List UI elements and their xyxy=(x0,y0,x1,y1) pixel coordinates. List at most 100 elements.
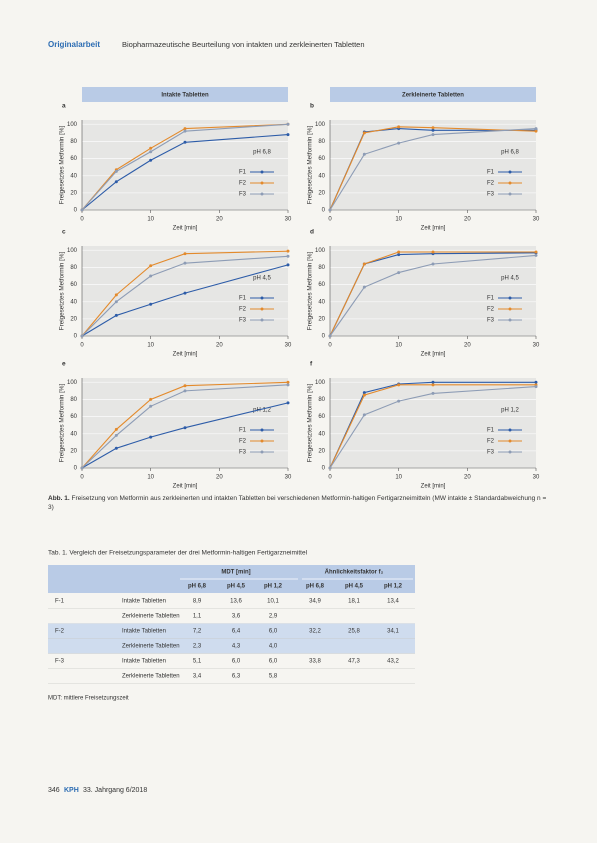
data-point xyxy=(286,383,290,387)
y-tick-label: 80 xyxy=(318,397,325,403)
annotation: pH 6,8 xyxy=(253,150,271,156)
y-tick-label: 40 xyxy=(70,299,77,305)
data-point xyxy=(149,435,153,439)
y-tick-label: 20 xyxy=(318,316,325,322)
data-point xyxy=(286,380,290,384)
row-group: F-1 xyxy=(55,599,65,605)
table-cell: 32,2 xyxy=(309,629,321,635)
table-cell: 5,1 xyxy=(193,659,202,665)
legend-marker xyxy=(508,307,512,311)
panel-label: b xyxy=(310,103,314,110)
plot-area xyxy=(330,246,536,336)
data-point xyxy=(431,383,435,387)
data-point xyxy=(431,250,435,254)
data-point xyxy=(183,384,187,388)
data-point xyxy=(183,127,187,131)
data-point xyxy=(183,291,187,295)
y-tick-label: 20 xyxy=(70,190,77,196)
data-point xyxy=(286,401,290,405)
data-point xyxy=(114,427,118,431)
x-tick-label: 20 xyxy=(464,343,471,349)
y-tick-label: 100 xyxy=(67,248,78,254)
table-cell: 4,0 xyxy=(269,644,278,650)
table-cell: 43,2 xyxy=(387,659,399,665)
legend-marker xyxy=(260,428,264,432)
table-cell: 47,3 xyxy=(348,659,360,665)
legend-label: F2 xyxy=(487,439,495,445)
panel-label: c xyxy=(62,229,66,236)
data-point xyxy=(534,380,538,384)
x-tick-label: 10 xyxy=(395,343,402,349)
data-point xyxy=(362,393,366,397)
y-tick-label: 0 xyxy=(322,208,326,214)
annotation: pH 4,5 xyxy=(253,276,271,282)
table-cell: 34,9 xyxy=(309,599,321,605)
legend-label: F3 xyxy=(239,450,247,456)
data-point xyxy=(183,140,187,144)
data-point xyxy=(149,274,153,278)
data-point xyxy=(114,300,118,304)
table-cell: 6,3 xyxy=(232,674,241,680)
y-axis-label: Freigesetztes Metformin [%] xyxy=(307,126,314,205)
y-axis-label: Freigesetztes Metformin [%] xyxy=(59,384,66,463)
group-header: Ähnlichkeitsfaktor f₂ xyxy=(325,569,384,576)
data-point xyxy=(397,399,401,403)
data-point xyxy=(328,208,332,212)
annotation: pH 1,2 xyxy=(501,408,519,414)
column-header: pH 4,5 xyxy=(227,584,246,590)
y-tick-label: 100 xyxy=(67,122,78,128)
legend-label: F3 xyxy=(239,192,247,198)
x-axis-label: Zeit [min] xyxy=(173,484,198,490)
legend-marker xyxy=(260,307,264,311)
y-tick-label: 60 xyxy=(318,282,325,288)
legend-marker xyxy=(260,170,264,174)
data-point xyxy=(431,128,435,132)
y-axis-label: Freigesetztes Metformin [%] xyxy=(59,252,66,331)
y-tick-label: 80 xyxy=(318,265,325,271)
data-point xyxy=(114,180,118,184)
x-tick-label: 30 xyxy=(285,475,292,481)
y-tick-label: 0 xyxy=(74,334,78,340)
legend-marker xyxy=(260,181,264,185)
legend-marker xyxy=(260,450,264,454)
legend-marker xyxy=(508,192,512,196)
y-tick-label: 40 xyxy=(70,173,77,179)
x-axis-label: Zeit [min] xyxy=(173,226,198,232)
y-tick-label: 40 xyxy=(318,431,325,437)
y-tick-label: 80 xyxy=(70,265,77,271)
data-point xyxy=(431,380,435,384)
panel-label: f xyxy=(310,361,313,368)
data-point xyxy=(80,208,84,212)
data-point xyxy=(149,302,153,306)
table-cell: 18,1 xyxy=(348,599,360,605)
legend-label: F1 xyxy=(239,296,247,302)
panel-header-bar xyxy=(330,87,536,102)
y-tick-label: 80 xyxy=(318,139,325,145)
x-tick-label: 0 xyxy=(328,217,332,223)
data-point xyxy=(328,466,332,470)
data-point xyxy=(183,129,187,133)
column-header: pH 1,2 xyxy=(264,584,283,590)
y-axis-label: Freigesetztes Metformin [%] xyxy=(307,252,314,331)
x-tick-label: 10 xyxy=(147,343,154,349)
table-cell: 1,1 xyxy=(193,614,202,620)
row-label: Intakte Tabletten xyxy=(122,659,166,665)
legend-label: F2 xyxy=(487,307,495,313)
panel-header: Intakte Tabletten xyxy=(161,93,209,99)
table-note: MDT: mittlere Freisetzungszeit xyxy=(48,696,129,702)
y-tick-label: 80 xyxy=(70,139,77,145)
data-point xyxy=(431,133,435,137)
x-axis-label: Zeit [min] xyxy=(421,484,446,490)
x-tick-label: 0 xyxy=(80,217,84,223)
y-tick-label: 100 xyxy=(315,380,326,386)
y-tick-label: 80 xyxy=(70,397,77,403)
data-point xyxy=(362,413,366,417)
x-tick-label: 20 xyxy=(464,217,471,223)
row-group: F-3 xyxy=(55,659,65,665)
row-label: Zerkleinerte Tabletten xyxy=(122,674,180,680)
panel-label: e xyxy=(62,361,66,368)
row-label: Intakte Tabletten xyxy=(122,629,166,635)
data-point xyxy=(534,385,538,389)
legend-label: F2 xyxy=(239,307,247,313)
